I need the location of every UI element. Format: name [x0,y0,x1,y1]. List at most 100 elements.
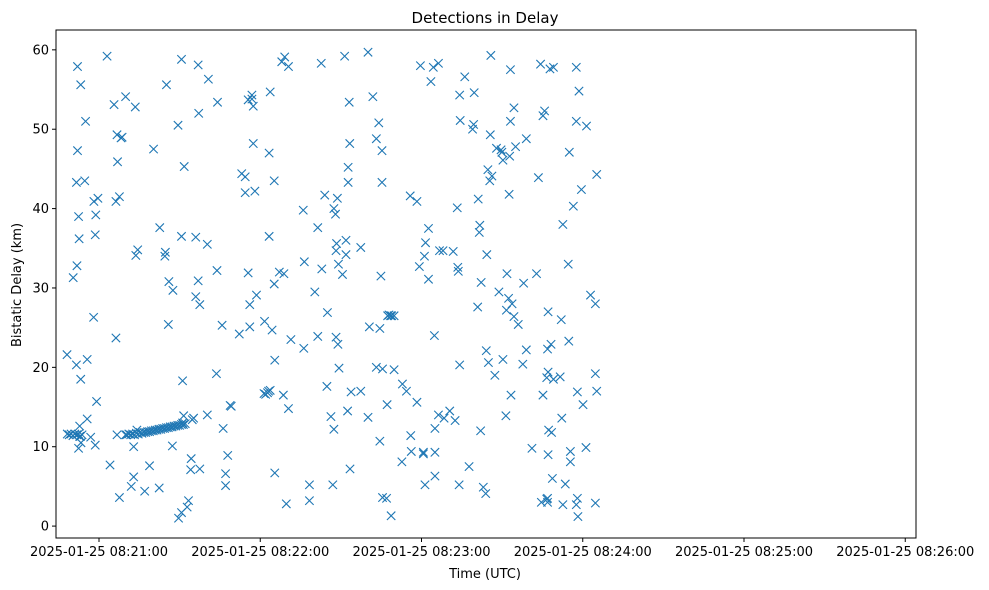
data-point [248,138,258,149]
data-point [478,482,488,492]
data-point [546,427,557,438]
data-point [212,97,223,107]
data-point [423,223,434,234]
x-tick-label: 2025-01-25 08:22:00 [191,545,329,560]
data-point [375,436,385,446]
data-point [581,442,591,453]
data-point [77,430,87,440]
data-point [203,74,213,84]
data-point [498,354,508,364]
y-axis: 0 10 20 30 40 50 60 [32,43,56,535]
data-point [137,428,147,438]
data-point [277,57,287,67]
data-point [121,430,131,440]
data-point [114,492,125,503]
data-point [91,210,101,220]
data-point [220,481,231,491]
data-point [535,59,546,69]
data-point [240,172,250,182]
data-point [75,431,85,441]
data-point [527,443,537,453]
data-point [333,339,343,349]
data-point [148,144,159,154]
data-point [279,269,289,279]
data-point [105,460,115,470]
y-tick-label: 0 [41,520,49,535]
data-point [264,148,274,158]
data-point [560,479,570,489]
data-point [533,173,543,183]
data-point [183,496,194,506]
data-point [111,333,121,343]
data-point [189,413,199,423]
data-point [485,176,495,186]
data-point [430,423,440,434]
data-point [195,464,205,474]
data-point [343,177,353,187]
data-point [556,315,566,325]
data-point [72,61,83,72]
data-point [343,162,353,172]
data-point [590,299,600,309]
data-point [89,312,99,322]
data-point [102,51,112,61]
data-point [163,319,173,330]
data-point [578,400,588,410]
data-point [179,161,189,172]
data-point [433,410,444,420]
data-point [304,496,315,506]
data-point [483,357,494,368]
data-point [433,58,444,68]
data-point [130,102,140,112]
data-point [414,261,424,272]
data-point [191,292,201,302]
data-point [163,423,173,433]
data-point [590,369,600,379]
data-point [464,461,474,472]
data-point [401,386,412,396]
data-point [322,307,333,318]
data-point [371,134,381,144]
data-point [356,386,366,396]
data-point [412,397,422,407]
data-point [71,360,82,370]
data-point [112,130,122,140]
data-point [546,339,556,349]
data-point [405,191,415,201]
x-tick-label: 2025-01-25 08:25:00 [675,545,813,560]
data-point [141,427,151,438]
data-point [564,147,574,157]
data-point [592,386,602,396]
data-point [62,350,72,360]
x-tick-label: 2025-01-25 08:26:00 [836,545,974,560]
data-point [563,259,573,269]
data-point [502,269,512,279]
data-point [548,374,559,384]
data-point [72,146,83,156]
data-point [476,277,486,288]
data-point [341,235,351,245]
data-point [317,264,327,274]
data-point [251,290,262,300]
data-point [326,411,336,422]
data-point [164,277,174,287]
data-point [202,410,212,420]
data-point [389,365,399,375]
data-point [80,116,91,126]
data-point [70,429,80,439]
data-point [331,332,341,342]
data-point [418,447,428,457]
data-point [363,47,373,57]
data-point [503,293,514,303]
data-point [330,209,341,219]
data-point [331,246,341,256]
data-point [82,414,92,424]
data-point [167,422,177,432]
data-point [473,302,483,312]
data-point [234,329,244,339]
data-point [270,468,280,478]
data-point [68,273,78,283]
data-point [543,450,553,460]
data-point [154,483,164,493]
data-point [167,441,177,451]
